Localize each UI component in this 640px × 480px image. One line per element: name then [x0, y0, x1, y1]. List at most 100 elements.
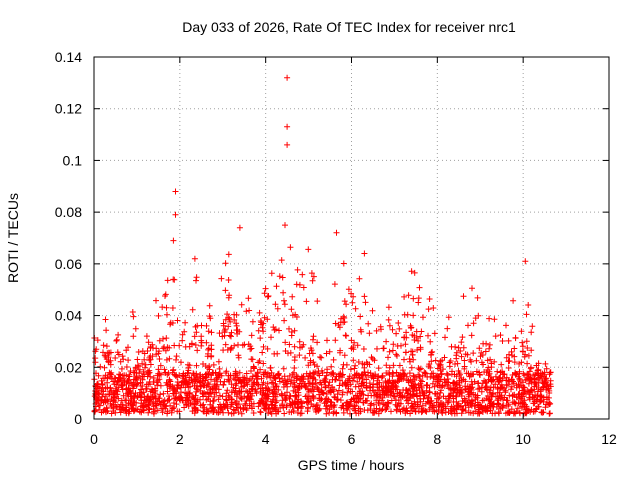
data-point: [519, 400, 525, 407]
data-point: [486, 402, 493, 409]
data-point: [314, 384, 321, 391]
data-point: [333, 229, 340, 236]
data-point: [305, 385, 311, 392]
data-point: [146, 367, 153, 374]
data-point: [490, 400, 497, 407]
data-point: [506, 351, 512, 358]
data-point: [220, 381, 227, 388]
data-point: [232, 376, 239, 383]
data-point: [256, 309, 263, 316]
data-point: [410, 372, 417, 379]
data-point: [368, 392, 375, 399]
data-point: [218, 405, 225, 411]
data-point: [316, 379, 323, 386]
data-point: [238, 410, 245, 417]
data-point: [299, 271, 306, 278]
data-point: [497, 332, 504, 339]
data-point: [503, 322, 509, 329]
data-point: [479, 397, 486, 404]
data-point: [142, 361, 149, 368]
data-point: [374, 377, 381, 384]
data-point: [125, 376, 132, 383]
data-point: [235, 352, 242, 359]
data-point: [235, 409, 242, 416]
data-point: [403, 329, 410, 336]
data-point: [96, 406, 102, 413]
data-point: [110, 405, 117, 412]
data-point: [179, 378, 186, 385]
data-point: [164, 410, 171, 417]
data-point: [332, 320, 339, 327]
data-point: [410, 356, 417, 363]
data-point: [155, 312, 162, 319]
data-point: [417, 380, 424, 387]
data-point: [291, 354, 298, 360]
data-point: [324, 398, 331, 404]
data-point: [457, 371, 463, 378]
data-point: [525, 380, 532, 387]
data-point: [308, 270, 315, 277]
data-point: [205, 381, 212, 388]
data-point: [465, 404, 472, 411]
data-point: [415, 371, 422, 378]
data-point: [108, 410, 115, 417]
data-point: [260, 343, 267, 350]
data-point: [127, 401, 134, 408]
data-point: [281, 317, 288, 324]
data-point: [251, 379, 258, 386]
data-point: [143, 333, 150, 340]
data-point: [197, 375, 204, 382]
data-point: [348, 290, 355, 297]
data-point: [328, 363, 335, 370]
data-point: [205, 393, 212, 400]
data-point: [136, 389, 143, 396]
data-point: [194, 347, 201, 354]
data-point: [200, 361, 206, 367]
data-point: [166, 376, 173, 383]
data-point: [226, 377, 233, 384]
data-point: [413, 384, 420, 391]
data-point: [161, 397, 168, 404]
data-point: [157, 362, 164, 369]
data-point: [273, 283, 280, 290]
data-point: [117, 409, 124, 416]
data-point: [124, 377, 131, 384]
data-point: [120, 356, 127, 363]
data-point: [341, 352, 348, 359]
data-point: [101, 375, 108, 382]
data-point: [327, 387, 334, 394]
data-point: [154, 382, 161, 389]
data-point: [123, 402, 130, 409]
data-point: [349, 377, 356, 384]
y-tick-labels: 0 0.02 0.04 0.06 0.08 0.1 0.12 0.14: [55, 49, 82, 427]
data-point: [332, 337, 339, 344]
data-point: [210, 408, 217, 415]
data-point: [222, 316, 229, 323]
data-point: [310, 403, 316, 410]
data-point: [171, 371, 178, 378]
data-point: [216, 330, 223, 337]
data-point: [258, 395, 265, 402]
data-point: [213, 383, 220, 390]
data-point: [486, 315, 493, 322]
x-axis-title: GPS time / hours: [298, 457, 405, 473]
data-point: [191, 333, 198, 340]
data-point: [271, 402, 278, 409]
data-point: [303, 370, 310, 377]
data-point: [345, 375, 352, 382]
data-point: [134, 406, 141, 413]
data-point: [191, 395, 197, 402]
data-point: [150, 378, 157, 385]
data-point: [120, 392, 127, 399]
data-point: [410, 383, 417, 390]
data-point: [315, 407, 322, 413]
data-point: [261, 290, 268, 297]
data-point: [363, 359, 370, 366]
data-point: [425, 332, 431, 339]
data-point: [356, 375, 363, 382]
data-point: [208, 346, 215, 353]
data-point: [228, 389, 235, 396]
data-point: [524, 360, 531, 367]
data-point: [231, 316, 238, 323]
data-point: [425, 363, 432, 370]
